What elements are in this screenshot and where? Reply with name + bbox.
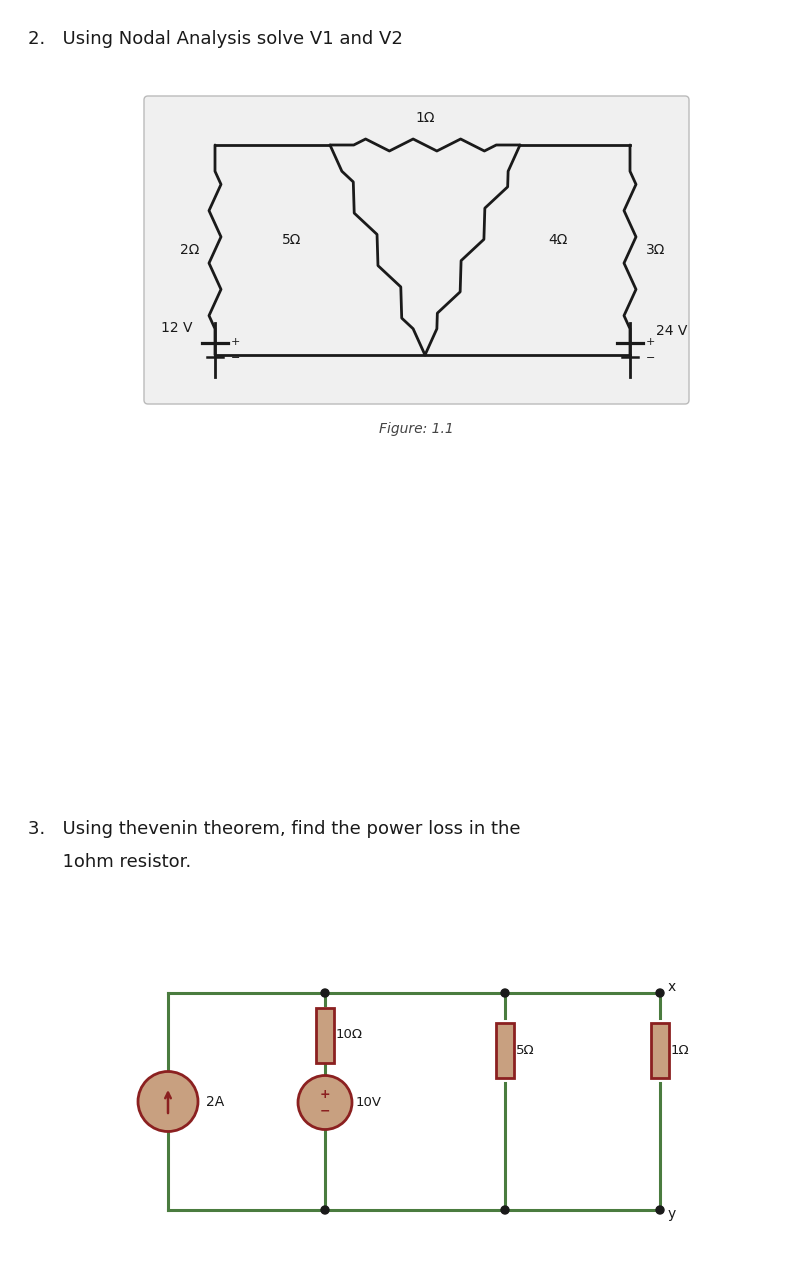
Text: −: −: [646, 353, 655, 364]
Text: 1Ω: 1Ω: [671, 1043, 689, 1057]
Text: 1ohm resistor.: 1ohm resistor.: [28, 853, 191, 871]
Text: 2Ω: 2Ω: [181, 243, 200, 257]
Bar: [496, 1023, 514, 1078]
Circle shape: [656, 1206, 664, 1214]
Text: +: +: [646, 337, 655, 347]
Text: 2A: 2A: [206, 1094, 224, 1108]
Text: 2.   Using Nodal Analysis solve V1 and V2: 2. Using Nodal Analysis solve V1 and V2: [28, 31, 403, 48]
Text: x: x: [668, 980, 676, 994]
Circle shape: [298, 1075, 352, 1130]
Bar: [651, 1023, 669, 1078]
Text: 10V: 10V: [356, 1096, 382, 1110]
Text: Figure: 1.1: Figure: 1.1: [379, 422, 454, 436]
Circle shape: [321, 989, 329, 996]
Text: 10Ω: 10Ω: [336, 1028, 363, 1041]
Text: 24 V: 24 V: [656, 324, 688, 338]
Text: 12 V: 12 V: [161, 322, 193, 336]
Circle shape: [501, 989, 509, 996]
FancyBboxPatch shape: [144, 97, 689, 404]
Circle shape: [501, 1206, 509, 1214]
Text: 4Ω: 4Ω: [548, 233, 568, 247]
Text: 3.   Using thevenin theorem, find the power loss in the: 3. Using thevenin theorem, find the powe…: [28, 820, 521, 838]
Text: −: −: [320, 1104, 330, 1117]
Text: +: +: [231, 337, 241, 347]
Bar: [316, 1008, 334, 1063]
Text: 3Ω: 3Ω: [646, 243, 666, 257]
Text: −: −: [231, 353, 241, 364]
Circle shape: [321, 1206, 329, 1214]
Text: y: y: [668, 1207, 676, 1221]
Text: 5Ω: 5Ω: [283, 233, 301, 247]
Text: 5Ω: 5Ω: [516, 1043, 535, 1057]
Text: 1Ω: 1Ω: [416, 111, 435, 125]
Text: +: +: [320, 1088, 330, 1101]
Circle shape: [656, 989, 664, 996]
Circle shape: [138, 1071, 198, 1131]
